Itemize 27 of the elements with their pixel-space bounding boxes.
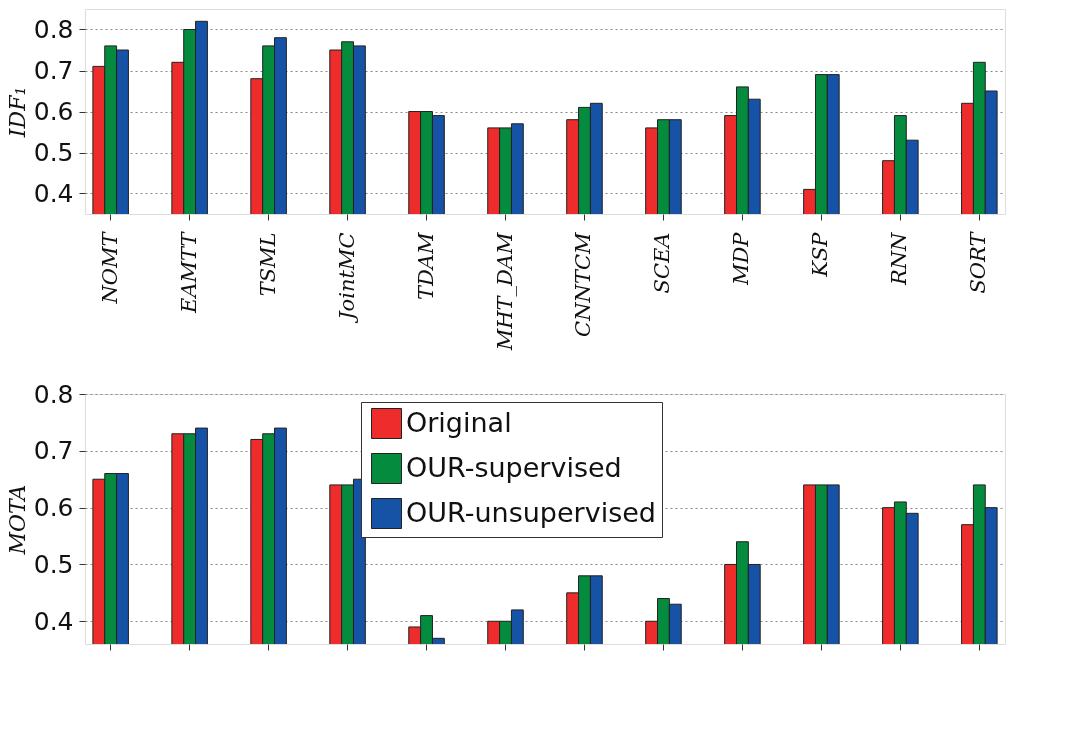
x-tick-label: EAMTT <box>176 230 201 314</box>
x-tick-label: RNN <box>887 231 912 287</box>
x-tick-label: MDP <box>729 231 754 286</box>
y-tick-label: 0.6 <box>33 493 74 523</box>
y-tick-label: 0.7 <box>33 436 74 466</box>
y-tick-label: 0.6 <box>33 97 74 126</box>
y-axis-title: MOTA <box>4 484 30 556</box>
x-tick-label: MHT_DAM <box>492 232 517 352</box>
legend-label: OUR-supervised <box>406 451 622 483</box>
legend-label: OUR-unsupervised <box>406 496 656 528</box>
x-tick-label: JointMC <box>334 232 359 324</box>
y-tick-label: 0.4 <box>33 179 74 208</box>
y-tick-label: 0.8 <box>33 15 74 44</box>
x-tick-label: NOMT <box>97 230 122 305</box>
x-tick-label: TDAM <box>413 232 438 301</box>
y-tick-label: 0.4 <box>33 606 74 636</box>
y-tick-label: 0.7 <box>33 56 74 85</box>
legend-label: Original <box>406 406 512 438</box>
x-tick-label: SORT <box>966 230 991 294</box>
x-tick-label: SCEA <box>650 232 675 294</box>
x-tick-label: TSML <box>255 232 280 297</box>
x-tick-label: CNNTCM <box>571 232 596 337</box>
y-tick-label: 0.5 <box>33 549 74 579</box>
y-tick-label: 0.8 <box>33 379 74 409</box>
x-tick-label: KSP <box>808 231 833 278</box>
y-tick-label: 0.5 <box>33 138 74 167</box>
y-axis-title: IDF₁ <box>4 86 30 139</box>
